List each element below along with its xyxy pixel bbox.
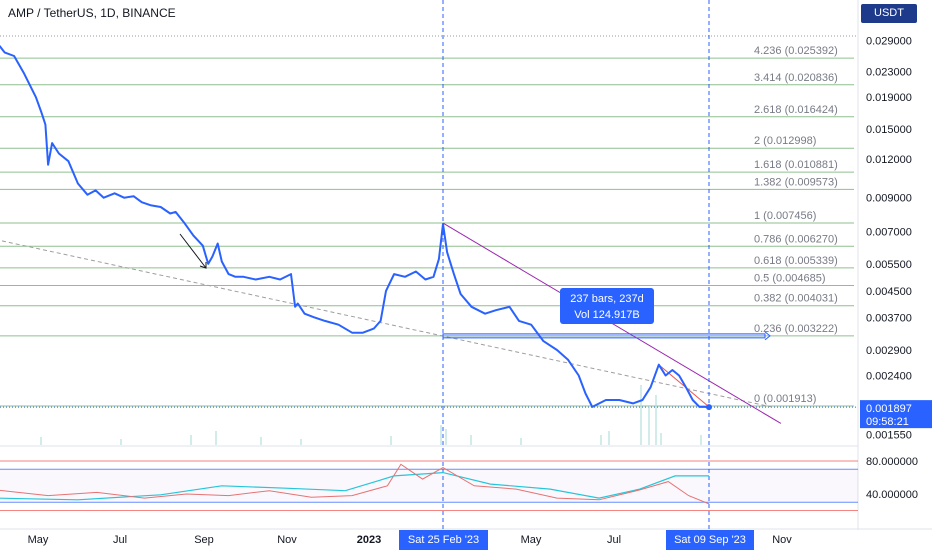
volume-bar-17 xyxy=(700,435,702,445)
price-tick-9: 0.003700 xyxy=(866,312,912,324)
price-tick-11: 0.002400 xyxy=(866,370,912,382)
time-tick-1: Jul xyxy=(113,534,127,546)
price-tick-0: 0.029000 xyxy=(866,35,912,47)
volume-bar-3 xyxy=(215,431,217,445)
time-tick-0: May xyxy=(28,534,49,546)
volume-bar-11 xyxy=(600,435,602,445)
rsi-panel xyxy=(0,460,858,511)
fib-label-1: 3.414 (0.020836) xyxy=(754,72,838,84)
price-tick-12: 0.001550 xyxy=(866,429,912,441)
fib-label-3: 2 (0.012998) xyxy=(754,135,816,147)
last-price-dot xyxy=(706,404,712,411)
volume-bar-9 xyxy=(470,435,472,445)
rsi-tick-0: 80.000000 xyxy=(866,456,918,468)
price-tick-7: 0.005500 xyxy=(866,259,912,271)
price-series xyxy=(0,44,712,411)
rsi-band xyxy=(0,469,858,503)
last-price-countdown: 09:58:21 xyxy=(866,416,909,428)
price-tick-10: 0.002900 xyxy=(866,345,912,357)
last-price-value: 0.001897 xyxy=(866,403,912,415)
arrow-head xyxy=(199,262,207,269)
fib-label-6: 1 (0.007456) xyxy=(754,210,816,222)
time-tick-3: Nov xyxy=(277,534,297,546)
measure-vol-text: Vol 124.917B xyxy=(574,309,639,321)
volume-bar-7 xyxy=(440,425,442,445)
volume-bar-8 xyxy=(445,429,447,445)
fib-label-7: 0.786 (0.006270) xyxy=(754,233,838,245)
fib-label-8: 0.618 (0.005339) xyxy=(754,255,838,267)
volume-bar-2 xyxy=(190,435,192,445)
red-trend-segment xyxy=(658,364,710,408)
volume-bar-15 xyxy=(655,395,657,445)
price-line xyxy=(0,44,710,409)
fib-label-4: 1.618 (0.010881) xyxy=(754,159,838,171)
cursor-date-badge-0 xyxy=(399,530,488,550)
price-tick-6: 0.007000 xyxy=(866,226,912,238)
axes: 0.029000 0.023000 0.019000 0.015000 0.012000… xyxy=(28,35,918,546)
measure-range xyxy=(442,333,766,339)
volume-bar-14 xyxy=(648,405,650,445)
time-tick-4: 2023 xyxy=(357,534,381,546)
last-price-badge xyxy=(860,400,932,429)
measure-tool: 237 bars, 237d Vol 124.917B xyxy=(442,288,771,341)
rsi-line xyxy=(0,463,710,505)
measure-arrow xyxy=(764,331,771,341)
measure-bars-text: 237 bars, 237d xyxy=(570,293,643,305)
volume-bar-1 xyxy=(120,439,122,445)
measure-box xyxy=(560,288,654,324)
time-tick-7: Nov xyxy=(772,534,792,546)
volume-bar-6 xyxy=(390,436,392,445)
volume-bar-16 xyxy=(660,433,662,445)
chart-title: AMP / TetherUS, 1D, BINANCE xyxy=(8,6,176,20)
price-axis-bg xyxy=(858,0,932,550)
cursor-date-text-0: Sat 25 Feb '23 xyxy=(408,534,479,546)
volume-bar-5 xyxy=(300,439,302,445)
fib-label-5: 1.382 (0.009573) xyxy=(754,176,838,188)
arrow-annotation xyxy=(179,233,207,269)
time-tick-6: Jul xyxy=(607,534,621,546)
time-tick-2: Sep xyxy=(194,534,214,546)
volume-bars xyxy=(40,385,702,445)
fib-label-2: 2.618 (0.016424) xyxy=(754,104,838,116)
volume-bar-0 xyxy=(40,437,42,445)
cursor-date-badge-1 xyxy=(666,530,754,550)
fib-label-9: 0.5 (0.004685) xyxy=(754,273,826,285)
rsi-tick-1: 40.000000 xyxy=(866,489,918,501)
price-tick-4: 0.012000 xyxy=(866,154,912,166)
volume-bar-4 xyxy=(260,437,262,445)
volume-bar-12 xyxy=(608,431,610,445)
trend-lines xyxy=(0,0,782,530)
fib-label-12: 0 (0.001913) xyxy=(754,393,816,405)
fib-label-11: 0.236 (0.003222) xyxy=(754,323,838,335)
currency-button[interactable]: USDT xyxy=(861,4,917,23)
dashed-trend-line xyxy=(0,239,772,408)
price-tick-5: 0.009000 xyxy=(866,193,912,205)
price-tick-2: 0.019000 xyxy=(866,92,912,104)
price-tick-3: 0.015000 xyxy=(866,124,912,136)
rsi-channel-line xyxy=(0,471,709,501)
fib-levels: 4.236 (0.025392) 3.414 (0.020836) 2.618 (0… xyxy=(0,45,858,408)
price-tick-1: 0.023000 xyxy=(866,66,912,78)
volume-bar-13 xyxy=(640,385,642,445)
fib-label-0: 4.236 (0.025392) xyxy=(754,45,838,57)
cursor-date-text-1: Sat 09 Sep '23 xyxy=(674,534,746,546)
volume-bar-10 xyxy=(520,438,522,445)
fib-label-10: 0.382 (0.004031) xyxy=(754,293,838,305)
badges: Sat 25 Feb '23 Sat 09 Sep '23 0.00189709:5… xyxy=(399,400,932,550)
price-tick-8: 0.004500 xyxy=(866,286,912,298)
time-tick-5: May xyxy=(521,534,542,546)
